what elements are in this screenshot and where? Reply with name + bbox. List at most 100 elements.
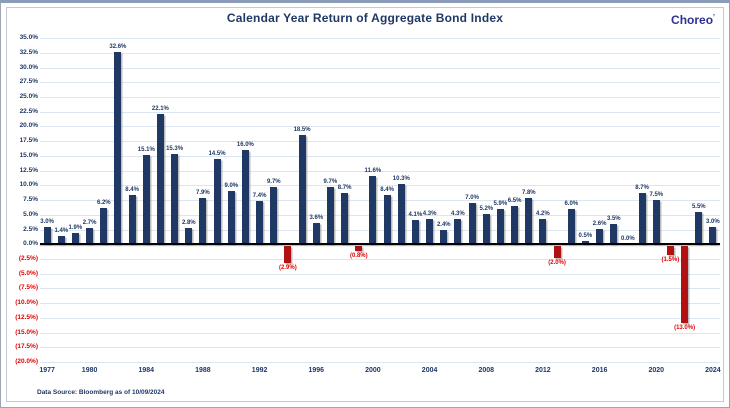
- gridline: [40, 126, 720, 128]
- bar-value-label-1996: 3.6%: [309, 215, 324, 221]
- x-tick-label-2004: 2004: [421, 367, 438, 374]
- bar-2013: [553, 246, 561, 258]
- gridline: [40, 170, 720, 172]
- bar-value-label-1990: 9.0%: [224, 183, 239, 190]
- y-tick-label: (7.5%): [18, 284, 38, 292]
- y-tick-label: 27.5%: [19, 78, 38, 86]
- bar-value-label-2006: 4.3%: [451, 210, 465, 217]
- bar-value-label-1991: 16.0%: [236, 141, 254, 148]
- bar-value-label-2003: 4.1%: [408, 212, 423, 218]
- bar-value-label-2023: 5.5%: [691, 203, 706, 210]
- bar-value-label-2013: (2.0%): [548, 260, 566, 266]
- bar-1985: [156, 114, 164, 245]
- y-tick-label: 32.5%: [19, 48, 38, 56]
- x-tick-label-2008: 2008: [478, 367, 495, 374]
- bar-value-label-2011: 7.8%: [521, 190, 536, 197]
- bar-value-label-1994: (2.9%): [279, 265, 297, 272]
- bar-2019: [638, 192, 646, 245]
- x-tick-label-2000: 2000: [365, 367, 381, 374]
- bar-1979: [71, 233, 79, 245]
- bar-value-label-2000: 11.6%: [364, 167, 382, 174]
- gridline: [40, 200, 720, 201]
- y-tick-label: 2.5%: [23, 225, 38, 233]
- y-tick-label: (15.0%): [15, 328, 38, 336]
- bar-1997: [326, 187, 334, 245]
- gridline: [40, 214, 720, 216]
- bar-2012: [539, 219, 547, 245]
- bar-2006: [454, 218, 462, 245]
- bar-value-label-1977: 3.0%: [40, 218, 54, 225]
- bar-1982: [114, 52, 122, 245]
- bar-2021: [666, 246, 674, 255]
- bar-value-label-1992: 7.4%: [252, 192, 267, 199]
- bar-2007: [468, 202, 476, 245]
- bar-2005: [440, 230, 448, 245]
- gridline: [40, 229, 720, 231]
- gridline: [40, 155, 720, 157]
- bar-1989: [213, 158, 221, 245]
- gridline: [40, 258, 720, 260]
- choreo-logo: Choreo’: [671, 13, 715, 27]
- y-tick-label: 17.5%: [19, 137, 38, 145]
- y-tick-label: 10.0%: [19, 181, 38, 189]
- y-tick-label: 30.0%: [19, 63, 38, 71]
- x-tick-label-2024: 2024: [705, 367, 721, 374]
- bar-1998: [341, 192, 349, 245]
- bar-value-label-2016: 2.6%: [592, 220, 607, 227]
- bar-2009: [496, 209, 504, 245]
- bar-value-label-2010: 6.5%: [507, 197, 522, 204]
- gridline: [40, 96, 720, 98]
- x-tick-label-2020: 2020: [648, 367, 665, 374]
- bar-2008: [482, 213, 490, 245]
- y-tick-label: (2.5%): [18, 254, 38, 262]
- y-tick-label: (17.5%): [15, 343, 38, 351]
- bar-1995: [298, 135, 306, 245]
- bar-2002: [397, 183, 405, 245]
- bar-value-label-1986: 15.3%: [166, 146, 184, 153]
- bar-value-label-2017: 3.5%: [606, 215, 621, 222]
- y-tick-label: (12.5%): [15, 313, 38, 321]
- bar-value-label-2014: 6.0%: [564, 200, 579, 207]
- bar-2015: [581, 241, 589, 245]
- bar-1990: [227, 191, 235, 245]
- bar-value-label-1981: 6.2%: [96, 199, 111, 206]
- bar-value-label-2007: 7.0%: [465, 194, 479, 201]
- bar-value-label-1984: 15.1%: [137, 147, 155, 154]
- data-source: Data Source: Bloomberg as of 10/09/2024: [37, 389, 165, 396]
- bar-value-label-1988: 7.9%: [196, 189, 210, 196]
- bar-value-label-1983: 8.4%: [125, 186, 139, 193]
- bar-value-label-1982: 32.6%: [109, 44, 127, 51]
- bar-1984: [142, 155, 150, 245]
- gridline: [40, 38, 720, 39]
- bar-2022: [681, 246, 689, 323]
- gridline: [40, 141, 720, 143]
- bar-2004: [426, 218, 434, 245]
- bar-value-label-2008: 5.2%: [479, 205, 494, 212]
- bar-value-label-2002: 10.3%: [392, 175, 410, 182]
- x-axis-labels: 1977 1980 1984 1988 1992 1996 2000 2004 2008 2012…: [39, 367, 720, 379]
- bar-1981: [100, 207, 108, 245]
- bar-value-label-2005: 2.4%: [436, 222, 451, 228]
- bar-value-label-1979: 1.9%: [68, 225, 83, 231]
- bar-value-label-1998: 8.7%: [337, 184, 352, 191]
- bar-2017: [610, 223, 618, 245]
- bar-1980: [86, 228, 94, 245]
- bar-1977: [43, 226, 51, 245]
- bar-2016: [596, 228, 604, 245]
- gridline: [40, 288, 720, 290]
- bar-value-label-2001: 8.4%: [380, 186, 394, 193]
- bar-2003: [411, 220, 419, 245]
- bar-2011: [525, 198, 533, 245]
- bar-value-label-1997: 9.7%: [323, 179, 338, 185]
- y-tick-label: 7.5%: [23, 196, 38, 203]
- y-tick-label: 25.0%: [19, 92, 38, 100]
- y-tick-label: (10.0%): [15, 299, 38, 307]
- x-tick-label-2016: 2016: [591, 367, 608, 374]
- bar-value-label-1989: 14.5%: [208, 150, 226, 157]
- y-tick-label: 0.0%: [23, 240, 38, 248]
- y-tick-label: 5.0%: [23, 210, 38, 218]
- y-tick-label: 22.5%: [19, 107, 38, 115]
- gridline: [40, 332, 720, 334]
- y-tick-label: 20.0%: [19, 122, 38, 130]
